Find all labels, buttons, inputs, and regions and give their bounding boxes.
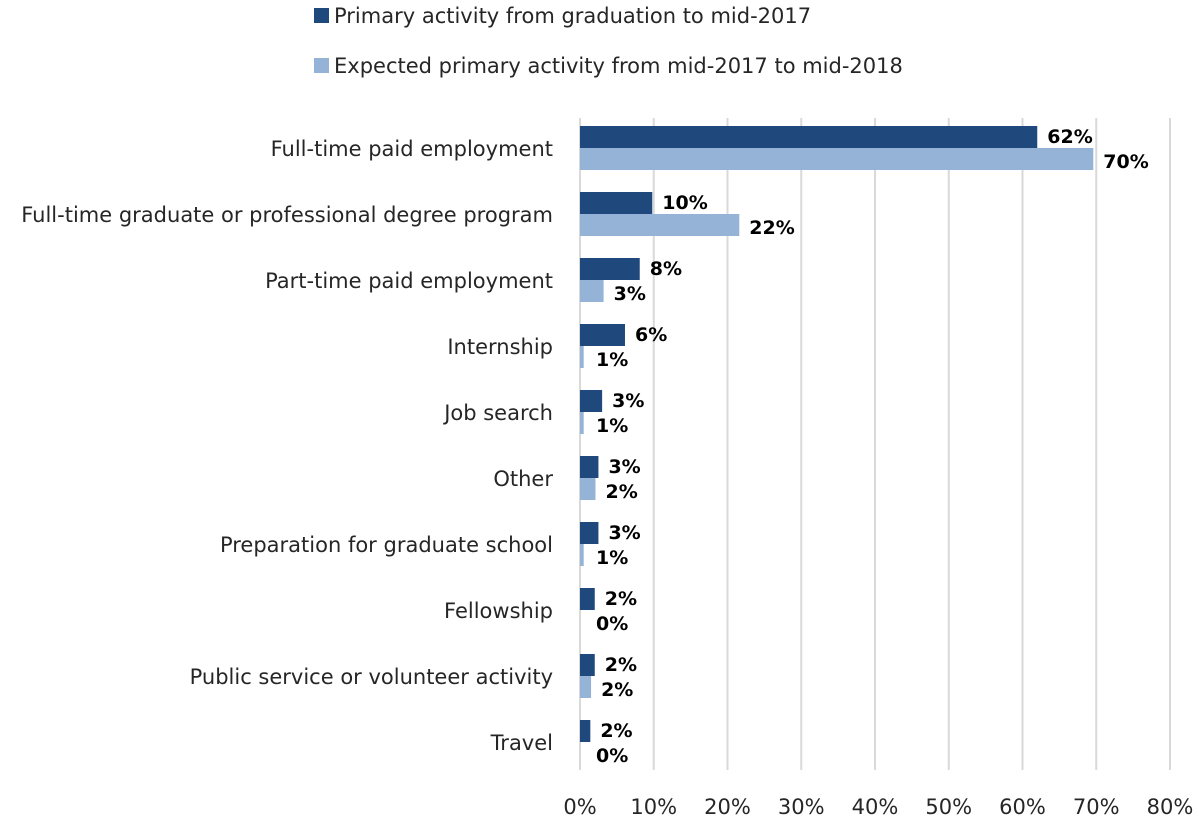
category-label: Public service or volunteer activity (190, 665, 553, 689)
bars: 62%70%10%22%8%3%6%1%3%1%3%2%3%1%2%0%2%2%… (580, 126, 1149, 767)
bar-series2-2 (580, 280, 604, 302)
x-tick-label: 0% (563, 795, 596, 819)
bar-series1-8 (580, 654, 595, 676)
data-label-series1: 3% (612, 390, 644, 412)
legend-label-1: Primary activity from graduation to mid-… (334, 4, 811, 28)
data-label-series2: 0% (596, 745, 628, 767)
bar-series1-9 (580, 720, 591, 742)
category-label: Part-time paid employment (265, 269, 553, 293)
data-label-series1: 10% (662, 192, 707, 214)
bar-series2-1 (580, 214, 740, 236)
bar-series1-2 (580, 258, 640, 280)
bar-series1-1 (580, 192, 653, 214)
data-label-series2: 1% (596, 547, 628, 569)
bar-series1-5 (580, 456, 599, 478)
x-tick-label: 50% (925, 795, 972, 819)
bar-series1-6 (580, 522, 599, 544)
bar-series2-3 (580, 346, 584, 368)
bar-series1-3 (580, 324, 625, 346)
data-label-series1: 2% (605, 588, 637, 610)
data-label-series2: 2% (605, 481, 637, 503)
bar-series1-7 (580, 588, 595, 610)
x-tick-label: 20% (704, 795, 751, 819)
data-label-series2: 3% (614, 283, 646, 305)
data-label-series1: 3% (608, 456, 640, 478)
data-label-series2: 70% (1103, 151, 1148, 173)
bar-series2-4 (580, 412, 584, 434)
data-label-series1: 3% (608, 522, 640, 544)
x-axis-tick-labels: 0% 10% 20% 30% 40% 50% 60% 70% 80% (563, 795, 1193, 819)
category-labels: Full-time paid employment Full-time gradu… (21, 137, 553, 755)
bar-series2-6 (580, 544, 584, 566)
category-label: Travel (490, 731, 553, 755)
bar-series2-0 (580, 148, 1094, 170)
x-tick-label: 60% (999, 795, 1046, 819)
legend-label-2: Expected primary activity from mid-2017 … (334, 54, 903, 78)
bar-series2-8 (580, 676, 592, 698)
category-label: Other (493, 467, 553, 491)
x-tick-label: 40% (852, 795, 899, 819)
x-tick-label: 10% (630, 795, 677, 819)
data-label-series1: 62% (1047, 126, 1092, 148)
data-label-series1: 6% (635, 324, 667, 346)
category-label: Full-time graduate or professional degre… (21, 203, 553, 227)
category-label: Job search (442, 401, 553, 425)
category-label: Full-time paid employment (271, 137, 553, 161)
data-label-series1: 2% (600, 720, 632, 742)
data-label-series2: 0% (596, 613, 628, 635)
bar-series2-5 (580, 478, 596, 500)
bar-series1-4 (580, 390, 603, 412)
data-label-series2: 1% (596, 349, 628, 371)
bar-series1-0 (580, 126, 1038, 148)
data-label-series2: 1% (596, 415, 628, 437)
legend-swatch-2 (314, 58, 329, 73)
x-tick-label: 80% (1147, 795, 1194, 819)
legend-swatch-1 (314, 8, 329, 23)
x-tick-label: 30% (778, 795, 825, 819)
data-label-series2: 2% (601, 679, 633, 701)
category-label: Preparation for graduate school (220, 533, 553, 557)
legend: Primary activity from graduation to mid-… (314, 4, 903, 78)
data-label-series2: 22% (749, 217, 794, 239)
category-label: Fellowship (444, 599, 553, 623)
category-label: Internship (447, 335, 553, 359)
data-label-series1: 2% (605, 654, 637, 676)
x-tick-label: 70% (1073, 795, 1120, 819)
data-label-series1: 8% (650, 258, 682, 280)
